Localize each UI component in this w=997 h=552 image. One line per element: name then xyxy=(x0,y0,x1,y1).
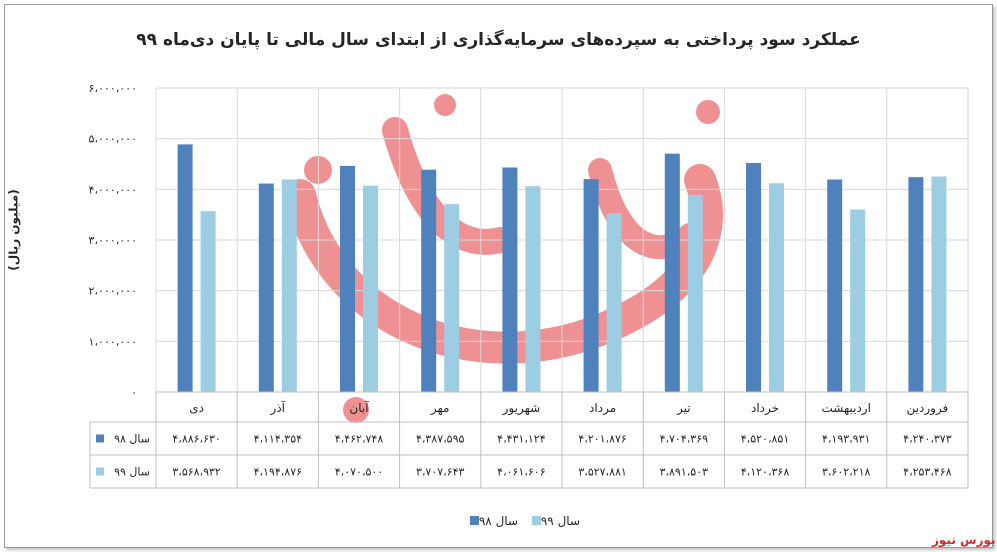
bar-series2 xyxy=(850,209,866,392)
y-tick-label: ۵،۰۰۰،۰۰۰ xyxy=(89,133,137,146)
bar-series1 xyxy=(664,153,680,392)
bar-series2 xyxy=(687,194,703,392)
y-tick-label: ۳،۰۰۰،۰۰۰ xyxy=(89,234,137,247)
y-tick-label: ۰ xyxy=(131,386,137,399)
category-label: دی xyxy=(189,401,204,415)
data-label: ۴،۲۰۱،۸۷۶ xyxy=(578,433,626,446)
data-label: ۴،۷۰۴،۳۶۹ xyxy=(660,433,709,446)
category-label: تیر xyxy=(676,401,691,416)
table-series-swatch xyxy=(96,467,104,476)
data-label: ۴،۰۷۰،۵۰۰ xyxy=(335,466,383,479)
data-label: ۳،۸۹۱،۵۰۳ xyxy=(660,466,709,479)
bar-series1 xyxy=(908,177,924,392)
bar-series1 xyxy=(583,179,599,392)
data-label: ۴،۳۸۷،۵۹۵ xyxy=(416,433,465,446)
bar-series1 xyxy=(421,169,437,392)
y-tick-label: ۱،۰۰۰،۰۰۰ xyxy=(89,335,137,348)
bar-series1 xyxy=(177,144,193,392)
data-label: ۳،۷۰۷،۶۴۳ xyxy=(416,466,465,479)
bar-series2 xyxy=(931,176,947,392)
category-label: مرداد xyxy=(589,401,616,416)
category-label: شهریور xyxy=(502,401,541,416)
bar-series1 xyxy=(502,167,518,392)
data-label: ۴،۲۵۳،۴۶۸ xyxy=(903,466,952,479)
table-series-swatch xyxy=(96,434,104,443)
legend-swatch xyxy=(470,516,479,525)
data-label: ۴،۲۴۰،۳۷۳ xyxy=(903,433,952,446)
bar-series2 xyxy=(363,185,378,392)
y-tick-label: ۴،۰۰۰،۰۰۰ xyxy=(89,183,137,196)
category-label: مهر xyxy=(430,401,450,416)
data-label: ۴،۴۶۲،۷۴۸ xyxy=(335,433,384,446)
bar-series1 xyxy=(258,183,274,392)
data-label: ۴،۴۳۱،۱۲۴ xyxy=(497,433,546,446)
data-label: ۴،۱۱۴،۳۵۴ xyxy=(254,433,303,446)
bar-series2 xyxy=(525,186,541,392)
data-label: ۳،۵۲۷،۸۸۱ xyxy=(578,466,626,479)
bar-series1 xyxy=(340,165,355,392)
bar-series2 xyxy=(606,213,622,392)
bar-series1 xyxy=(746,162,761,392)
data-label: ۴،۱۹۳،۹۳۱ xyxy=(822,433,870,446)
legend-label: سال ۹۹ xyxy=(541,514,580,528)
category-label: اردیبهشت xyxy=(821,401,870,416)
y-tick-label: ۲،۰۰۰،۰۰۰ xyxy=(89,285,137,298)
legend-swatch xyxy=(532,516,541,525)
bar-series2 xyxy=(281,179,297,392)
bar-series1 xyxy=(827,179,843,392)
table-series-name: سال ۹۸ xyxy=(114,433,150,446)
bar-series2 xyxy=(769,183,784,392)
bar-series2 xyxy=(444,204,460,392)
bar-series2 xyxy=(200,211,216,392)
category-label: فروردین xyxy=(907,401,949,416)
data-label: ۳،۶۰۲،۲۱۸ xyxy=(822,466,871,479)
category-label: آبان xyxy=(349,400,369,415)
brand-logo-text: بورس نیوز xyxy=(932,533,996,547)
data-label: ۴،۰۶۱،۶۰۶ xyxy=(497,466,545,479)
data-label: ۴،۸۸۶،۶۳۰ xyxy=(172,433,220,446)
legend-label: سال ۹۸ xyxy=(479,514,518,528)
data-label: ۳،۵۶۸،۹۳۲ xyxy=(172,466,221,479)
data-label: ۴،۱۲۰،۳۶۸ xyxy=(741,466,790,479)
y-tick-label: ۶،۰۰۰،۰۰۰ xyxy=(89,82,137,95)
data-label: ۴،۵۲۰،۸۵۱ xyxy=(741,433,789,446)
category-label: خرداد xyxy=(751,401,779,416)
data-label: ۴،۱۹۴،۸۷۶ xyxy=(254,466,302,479)
chart-title: عملکرد سود پرداختی به سپرده‌های سرمایه‌گ… xyxy=(136,30,861,50)
table-series-name: سال ۹۹ xyxy=(114,466,150,479)
category-label: آذر xyxy=(270,400,286,416)
